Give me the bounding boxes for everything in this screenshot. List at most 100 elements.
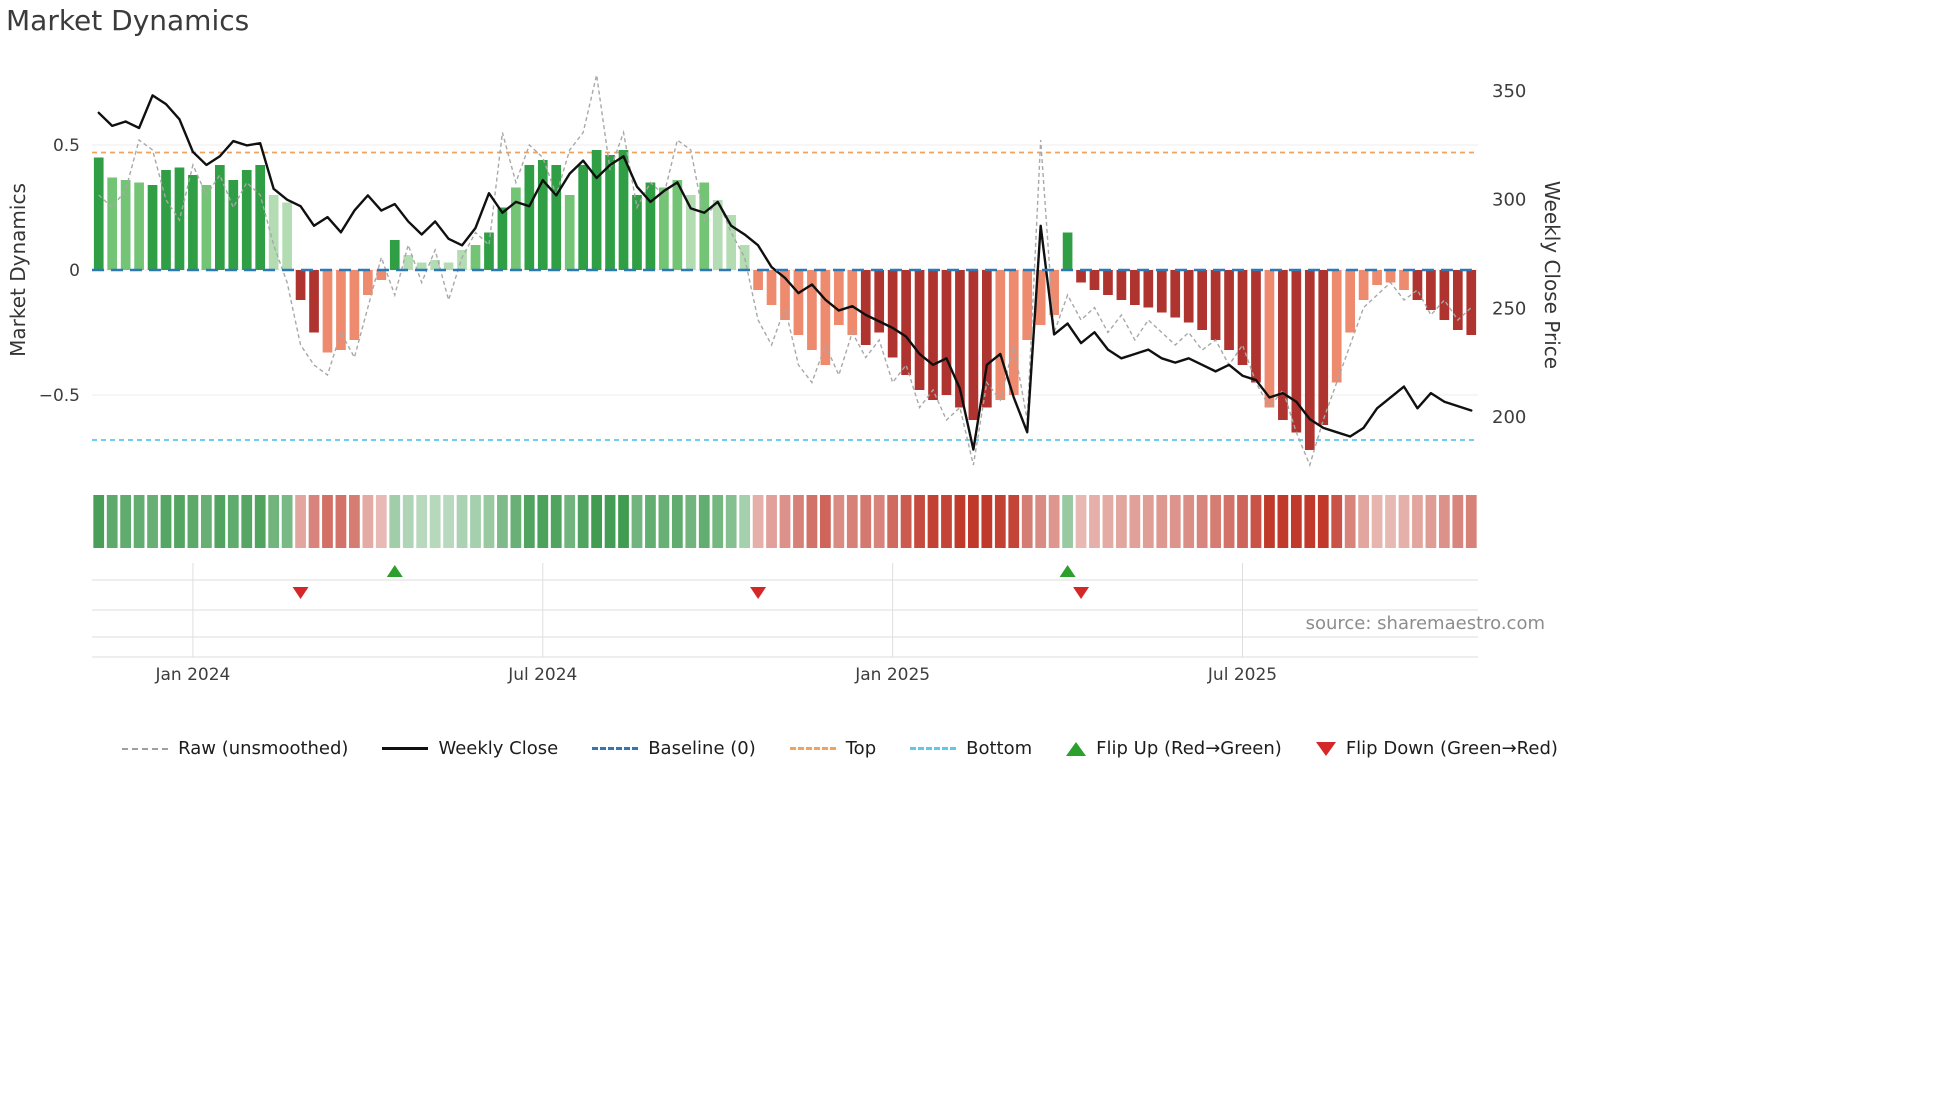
dynamics-bar [807,270,817,350]
left-axis-title: Market Dynamics [6,183,30,357]
dynamics-bar [645,182,656,270]
heatmap-cell [1062,495,1073,548]
weekly-close-line [97,94,1473,451]
legend-label-weekly-close: Weekly Close [438,738,559,759]
dynamics-bar [591,150,602,270]
heatmap-cell [712,495,724,548]
dynamics-bar [349,270,360,340]
legend-label-raw: Raw (unsmoothed) [178,738,349,759]
heatmap-cell [1210,495,1221,548]
heatmap-cell [1452,495,1464,548]
heatmap-cell [1398,495,1410,548]
heatmap-cell [1425,495,1437,548]
heatmap-cell [873,495,885,548]
heatmap-cell [483,495,495,548]
right-axis-title: Weekly Close Price [1540,180,1564,370]
x-axis-tick: Jan 2024 [154,665,230,685]
legend-label-flip-down: Flip Down (Green→Red) [1345,738,1558,759]
legend-item-weekly-close: Weekly Close [382,738,558,759]
flip-marker-panel [92,563,1478,658]
legend-item-top: Top [789,738,877,759]
dynamics-bar [793,270,804,335]
heatmap-cell [470,495,481,548]
heatmap-cell [1264,495,1275,548]
dynamics-bar [1358,270,1369,300]
dynamics-bar [887,270,898,358]
dynamics-bar [1291,270,1302,433]
heatmap-cell [645,495,656,548]
heatmap-cell [779,495,791,548]
heatmap-cell [1196,495,1208,548]
dynamics-bar [134,182,144,270]
dynamics-bar [524,165,535,270]
dynamics-bar [188,175,198,270]
dynamics-bar [1426,270,1436,310]
heatmap-strip [93,495,1477,548]
heatmap-cell [1344,495,1356,548]
dynamics-bar [955,270,965,408]
dynamics-bar [941,270,952,395]
dynamics-bar [1278,270,1288,420]
dynamics-bar [753,270,763,290]
flip-down-marker-icon [292,587,309,599]
heatmap-cell [322,495,333,548]
dynamics-bar [1439,270,1450,320]
raw-line [98,74,1472,468]
heatmap-cell [819,495,831,548]
left-axis-tick: 0 [69,261,80,281]
heatmap-cell [429,495,441,548]
dynamics-bar [685,195,696,270]
dynamics-bar [1264,270,1275,408]
dynamics-bar [470,245,481,270]
baseline-swatch-icon [592,747,639,750]
legend-item-baseline: Baseline (0) [592,738,756,759]
heatmap-cell [187,495,199,548]
dynamics-bar [551,165,562,270]
dynamics-bar [1345,270,1356,333]
dynamics-bar [1466,270,1477,335]
right-axis-tick: 200 [1492,407,1526,428]
dynamics-bar [1399,270,1409,290]
dynamics-bar [309,270,319,333]
dynamics-bar [497,207,508,270]
dynamics-bar [537,160,548,270]
flip-up-marker-icon [1059,565,1076,577]
dynamics-bar [336,270,346,350]
dynamics-bar [968,270,979,420]
dynamics-bar [860,270,871,345]
bottom-line-swatch-icon [910,747,957,750]
dynamics-bar [282,202,292,270]
dynamics-bar [1183,270,1194,323]
heatmap-cell [1237,495,1248,548]
left-axis-tick: 0.5 [53,136,80,156]
heatmap-cell [133,495,145,548]
heatmap-cell [389,495,401,548]
legend-label-baseline: Baseline (0) [648,738,756,759]
dynamics-bar [107,177,118,270]
heatmap-cell [268,495,280,548]
left-axis-tick: −0.5 [39,386,80,406]
legend-label-top: Top [845,738,877,759]
flip-up-marker-icon [386,565,403,577]
dynamics-bar [1224,270,1234,350]
flip-down-marker-icon [1073,587,1090,599]
right-axis-tick: 300 [1492,190,1526,211]
heatmap-cell [1048,495,1060,548]
heatmap-cell [766,495,777,548]
dynamics-bar [1076,270,1086,283]
dynamics-bar [874,270,885,333]
dynamics-bar [1210,270,1221,340]
dynamics-bar [201,185,212,270]
legend: Raw (unsmoothed) Weekly Close Baseline (… [0,738,1680,759]
legend-item-flip-up: Flip Up (Red→Green) [1066,738,1282,759]
x-axis-tick: Jan 2025 [854,665,930,685]
x-axis-tick: Jul 2025 [1207,665,1277,685]
dynamics-bar [1251,270,1261,383]
heatmap-cell [725,495,737,548]
raw-line-swatch-icon [122,747,169,750]
dynamics-bar [1372,270,1382,285]
heatmap-cell [510,495,522,548]
dynamics-bar [1237,270,1248,365]
dynamics-bar [1318,270,1329,425]
dynamics-bar [1035,270,1046,325]
